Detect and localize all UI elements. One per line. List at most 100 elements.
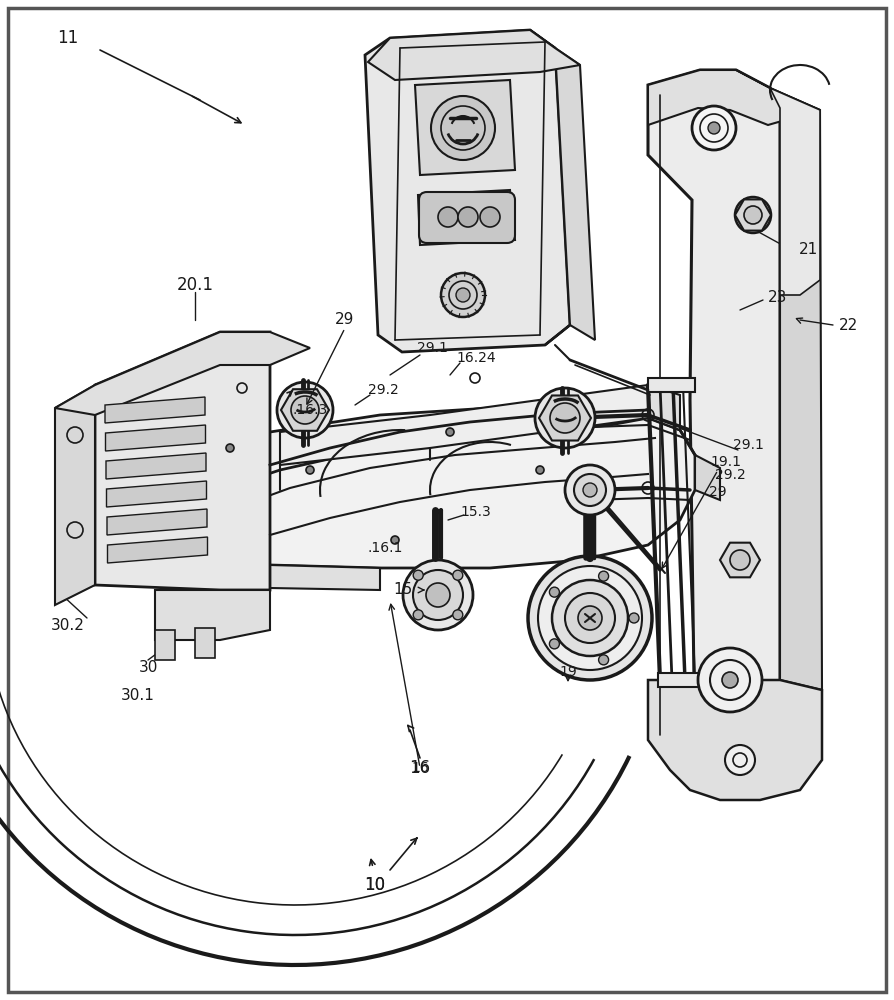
Circle shape bbox=[413, 570, 463, 620]
Circle shape bbox=[550, 639, 560, 649]
Polygon shape bbox=[107, 509, 207, 535]
Polygon shape bbox=[162, 528, 380, 590]
Circle shape bbox=[431, 96, 495, 160]
Polygon shape bbox=[648, 378, 695, 392]
Text: 23: 23 bbox=[768, 290, 788, 306]
Polygon shape bbox=[736, 70, 820, 295]
Circle shape bbox=[708, 122, 720, 134]
Polygon shape bbox=[368, 30, 580, 80]
Polygon shape bbox=[55, 385, 95, 605]
Text: 19: 19 bbox=[559, 665, 577, 679]
Circle shape bbox=[574, 474, 606, 506]
Circle shape bbox=[277, 382, 333, 438]
Text: 16: 16 bbox=[411, 761, 429, 775]
Polygon shape bbox=[415, 80, 515, 175]
Polygon shape bbox=[720, 543, 760, 577]
Circle shape bbox=[565, 465, 615, 515]
Text: 11: 11 bbox=[57, 29, 79, 47]
Text: 21: 21 bbox=[798, 242, 818, 257]
Circle shape bbox=[452, 610, 463, 620]
Polygon shape bbox=[365, 30, 570, 352]
Polygon shape bbox=[418, 190, 515, 245]
Circle shape bbox=[426, 583, 450, 607]
Polygon shape bbox=[281, 389, 329, 431]
Circle shape bbox=[735, 197, 771, 233]
Circle shape bbox=[456, 288, 470, 302]
Circle shape bbox=[629, 613, 639, 623]
Circle shape bbox=[545, 398, 585, 438]
Circle shape bbox=[599, 571, 609, 581]
Polygon shape bbox=[106, 453, 206, 479]
Circle shape bbox=[413, 610, 423, 620]
Text: 20.1: 20.1 bbox=[176, 276, 214, 294]
FancyArrowPatch shape bbox=[287, 391, 291, 396]
Text: 16.24: 16.24 bbox=[456, 351, 496, 365]
Text: .16.1: .16.1 bbox=[367, 541, 402, 555]
Text: 29: 29 bbox=[709, 485, 727, 499]
Polygon shape bbox=[658, 673, 700, 687]
Circle shape bbox=[722, 672, 738, 688]
Text: 29: 29 bbox=[335, 312, 355, 328]
Polygon shape bbox=[155, 630, 175, 660]
Text: .16.3: .16.3 bbox=[292, 403, 327, 417]
Text: 10: 10 bbox=[365, 876, 385, 894]
Circle shape bbox=[535, 388, 595, 448]
Polygon shape bbox=[648, 70, 780, 748]
Text: 30.1: 30.1 bbox=[121, 688, 155, 702]
Circle shape bbox=[730, 550, 750, 570]
Polygon shape bbox=[162, 408, 695, 568]
Circle shape bbox=[403, 560, 473, 630]
Polygon shape bbox=[105, 425, 206, 451]
Polygon shape bbox=[106, 481, 207, 507]
Text: 30: 30 bbox=[139, 660, 157, 676]
Text: 29.2: 29.2 bbox=[367, 383, 399, 397]
Polygon shape bbox=[648, 70, 820, 125]
Text: 19.1: 19.1 bbox=[711, 455, 741, 469]
Polygon shape bbox=[530, 30, 595, 345]
Polygon shape bbox=[770, 88, 822, 690]
Circle shape bbox=[552, 580, 628, 656]
Circle shape bbox=[391, 536, 399, 544]
Circle shape bbox=[438, 207, 458, 227]
Circle shape bbox=[556, 409, 574, 427]
Circle shape bbox=[550, 587, 560, 597]
Polygon shape bbox=[735, 199, 771, 231]
Circle shape bbox=[446, 428, 454, 436]
Text: 10: 10 bbox=[365, 876, 385, 894]
Polygon shape bbox=[648, 680, 822, 800]
Text: 22: 22 bbox=[839, 318, 857, 332]
Circle shape bbox=[306, 466, 314, 474]
Polygon shape bbox=[195, 628, 215, 658]
Circle shape bbox=[550, 403, 580, 433]
Circle shape bbox=[565, 593, 615, 643]
Circle shape bbox=[287, 392, 323, 428]
Polygon shape bbox=[95, 332, 270, 590]
Circle shape bbox=[578, 606, 602, 630]
Text: 29.1: 29.1 bbox=[417, 341, 447, 355]
Circle shape bbox=[698, 648, 762, 712]
Circle shape bbox=[458, 207, 478, 227]
Text: 29.2: 29.2 bbox=[714, 468, 746, 482]
Circle shape bbox=[536, 466, 544, 474]
Polygon shape bbox=[55, 332, 310, 415]
Circle shape bbox=[583, 483, 597, 497]
Circle shape bbox=[538, 566, 642, 670]
Text: 30.2: 30.2 bbox=[51, 617, 85, 633]
Circle shape bbox=[291, 396, 319, 424]
Polygon shape bbox=[155, 590, 270, 640]
Text: 29.1: 29.1 bbox=[732, 438, 763, 452]
Text: 16: 16 bbox=[409, 759, 431, 777]
Circle shape bbox=[413, 570, 423, 580]
Circle shape bbox=[744, 206, 762, 224]
Polygon shape bbox=[105, 397, 205, 423]
Polygon shape bbox=[648, 385, 680, 430]
Circle shape bbox=[692, 106, 736, 150]
Circle shape bbox=[452, 570, 463, 580]
Polygon shape bbox=[280, 385, 648, 465]
Polygon shape bbox=[539, 395, 591, 441]
Circle shape bbox=[226, 444, 234, 452]
Circle shape bbox=[528, 556, 652, 680]
Circle shape bbox=[441, 273, 485, 317]
FancyBboxPatch shape bbox=[419, 192, 515, 243]
Circle shape bbox=[480, 207, 500, 227]
